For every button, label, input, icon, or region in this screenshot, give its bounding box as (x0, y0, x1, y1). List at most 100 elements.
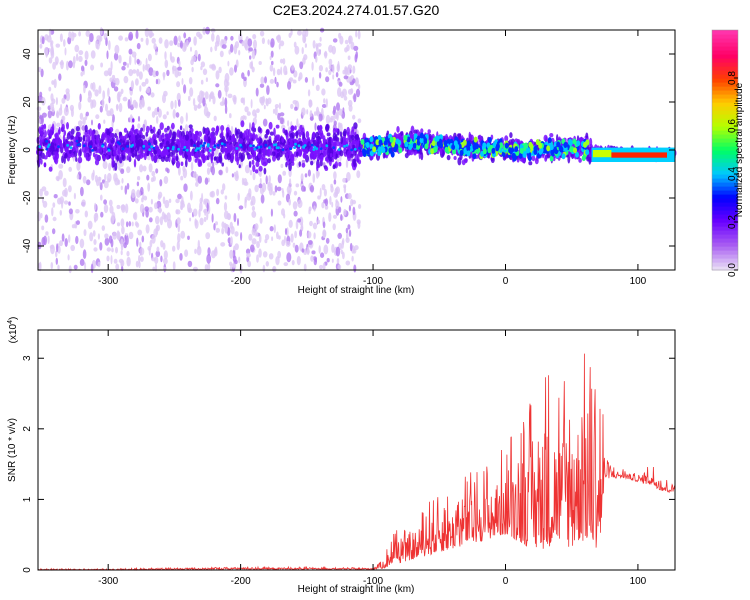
band-dot (84, 139, 88, 148)
amp-dot (199, 144, 203, 148)
band-dot (94, 159, 100, 166)
band-dot (549, 133, 554, 138)
noise-dot (215, 70, 220, 80)
noise-dot (259, 216, 263, 224)
noise-dot (357, 118, 362, 124)
noise-dot (353, 93, 357, 103)
noise-dot (146, 87, 151, 94)
band-dot (130, 127, 135, 135)
noise-dot (210, 166, 213, 173)
noise-dot (61, 233, 65, 242)
colorbar-step (712, 62, 738, 67)
colorbar-step (712, 66, 738, 71)
noise-dot (341, 240, 345, 249)
noise-dot (240, 232, 243, 241)
noise-dot (79, 112, 84, 120)
noise-dot (220, 189, 224, 195)
amp-dot (504, 142, 509, 149)
band-dot (194, 158, 198, 163)
band-dot (268, 140, 272, 146)
amp-dot (406, 136, 411, 143)
noise-dot (305, 28, 309, 37)
noise-dot (299, 61, 304, 70)
amp-dot (568, 138, 572, 145)
band-dot (109, 127, 114, 133)
amp-dot (381, 147, 386, 154)
noise-dot (75, 53, 79, 62)
noise-dot (172, 245, 176, 252)
noise-dot (317, 42, 322, 47)
noise-dot (108, 235, 113, 244)
noise-dot (80, 186, 84, 197)
noise-dot (269, 64, 274, 72)
noise-dot (260, 194, 265, 204)
noise-dot (125, 235, 129, 246)
amp-dot (78, 142, 81, 146)
band-dot (585, 132, 589, 139)
amp-dot (264, 143, 268, 147)
noise-dot (323, 244, 329, 255)
band-dot (202, 157, 205, 164)
amp-dot (107, 149, 111, 152)
noise-dot (203, 216, 207, 222)
noise-dot (301, 159, 306, 165)
noise-dot (234, 243, 239, 251)
colorbar-step (712, 170, 738, 175)
noise-dot (132, 99, 137, 108)
amp-dot (549, 155, 554, 162)
colorbar-step (712, 46, 738, 51)
noise-dot (55, 257, 58, 265)
noise-dot (124, 203, 129, 214)
band-dot (251, 122, 255, 131)
amp-dot (499, 142, 504, 149)
noise-dot (173, 35, 178, 46)
noise-dot (180, 205, 183, 210)
band-dot (316, 148, 320, 155)
noise-dot (312, 40, 316, 49)
noise-dot (149, 32, 155, 37)
band-dot (84, 124, 88, 133)
noise-dot (287, 81, 292, 90)
band-dot (248, 154, 253, 160)
noise-dot (95, 39, 99, 50)
noise-dot (331, 258, 334, 263)
colorbar-step (712, 110, 738, 115)
amp-dot (419, 137, 424, 144)
band-dot (265, 129, 270, 135)
noise-dot (318, 72, 322, 79)
noise-dot (251, 205, 255, 212)
band-dot (47, 152, 52, 157)
band-dot (204, 129, 209, 135)
amp-dot (377, 146, 382, 153)
band-dot (97, 145, 103, 153)
noise-dot (276, 81, 279, 88)
noise-dot (55, 43, 61, 48)
band-dot (340, 135, 344, 145)
noise-dot (187, 260, 193, 268)
amp-dot (492, 142, 497, 149)
band-dot (316, 163, 321, 168)
noise-dot (246, 111, 251, 116)
noise-dot (233, 212, 237, 223)
noise-dot (346, 44, 350, 52)
band-dot (338, 161, 342, 167)
band-dot (410, 133, 415, 139)
noise-dot (53, 78, 57, 89)
band-dot (133, 158, 137, 168)
band-dot (312, 139, 317, 145)
band-dot (246, 135, 250, 143)
noise-dot (229, 236, 233, 246)
noise-dot (288, 77, 294, 82)
band-dot (453, 156, 457, 160)
noise-dot (90, 82, 94, 90)
noise-dot (82, 117, 86, 125)
amp-dot (360, 138, 365, 145)
noise-dot (140, 256, 144, 262)
noise-dot (40, 68, 44, 78)
band-dot (144, 142, 148, 149)
y-tick-label: 3 (22, 355, 33, 361)
colorbar-step (712, 242, 738, 247)
noise-dot (211, 32, 215, 42)
band-dot (302, 152, 307, 159)
noise-dot (127, 99, 131, 109)
